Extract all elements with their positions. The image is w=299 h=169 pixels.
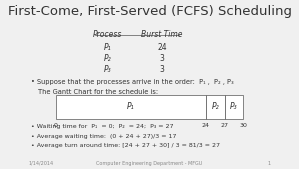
- Text: • Average turn around time: [24 + 27 + 30] / 3 = 81/3 = 27: • Average turn around time: [24 + 27 + 3…: [31, 143, 220, 148]
- Text: Burst Time: Burst Time: [141, 30, 183, 39]
- Text: Computer Engineering Department - MFGU: Computer Engineering Department - MFGU: [96, 161, 203, 166]
- Text: P₁: P₁: [104, 43, 111, 52]
- Text: • Average waiting time:  (0 + 24 + 27)/3 = 17: • Average waiting time: (0 + 24 + 27)/3 …: [31, 134, 176, 139]
- Text: • Waiting time for  P₁  = 0;  P₂  = 24;  P₃ = 27: • Waiting time for P₁ = 0; P₂ = 24; P₃ =…: [31, 124, 174, 129]
- Text: 24: 24: [202, 123, 210, 128]
- Text: 3: 3: [159, 65, 164, 74]
- Text: P₂: P₂: [211, 102, 219, 111]
- Text: 1: 1: [267, 161, 270, 166]
- Text: P₃: P₃: [104, 65, 111, 74]
- Text: 27: 27: [220, 123, 228, 128]
- FancyBboxPatch shape: [225, 95, 243, 119]
- Text: 0: 0: [54, 123, 58, 128]
- Text: P₂: P₂: [104, 54, 111, 63]
- Text: P₃: P₃: [230, 102, 238, 111]
- FancyBboxPatch shape: [56, 95, 206, 119]
- Text: • Suppose that the processes arrive in the order:  P₁ ,  P₂ , P₃: • Suppose that the processes arrive in t…: [31, 79, 234, 85]
- Text: 30: 30: [239, 123, 247, 128]
- Text: Process: Process: [93, 30, 122, 39]
- FancyBboxPatch shape: [206, 95, 225, 119]
- Text: 1/14/2014: 1/14/2014: [29, 161, 54, 166]
- Text: First-Come, First-Served (FCFS) Scheduling: First-Come, First-Served (FCFS) Scheduli…: [7, 5, 292, 18]
- Text: P₁: P₁: [127, 102, 135, 111]
- Text: 24: 24: [157, 43, 167, 52]
- Text: The Gantt Chart for the schedule is:: The Gantt Chart for the schedule is:: [39, 89, 158, 95]
- Text: 3: 3: [159, 54, 164, 63]
